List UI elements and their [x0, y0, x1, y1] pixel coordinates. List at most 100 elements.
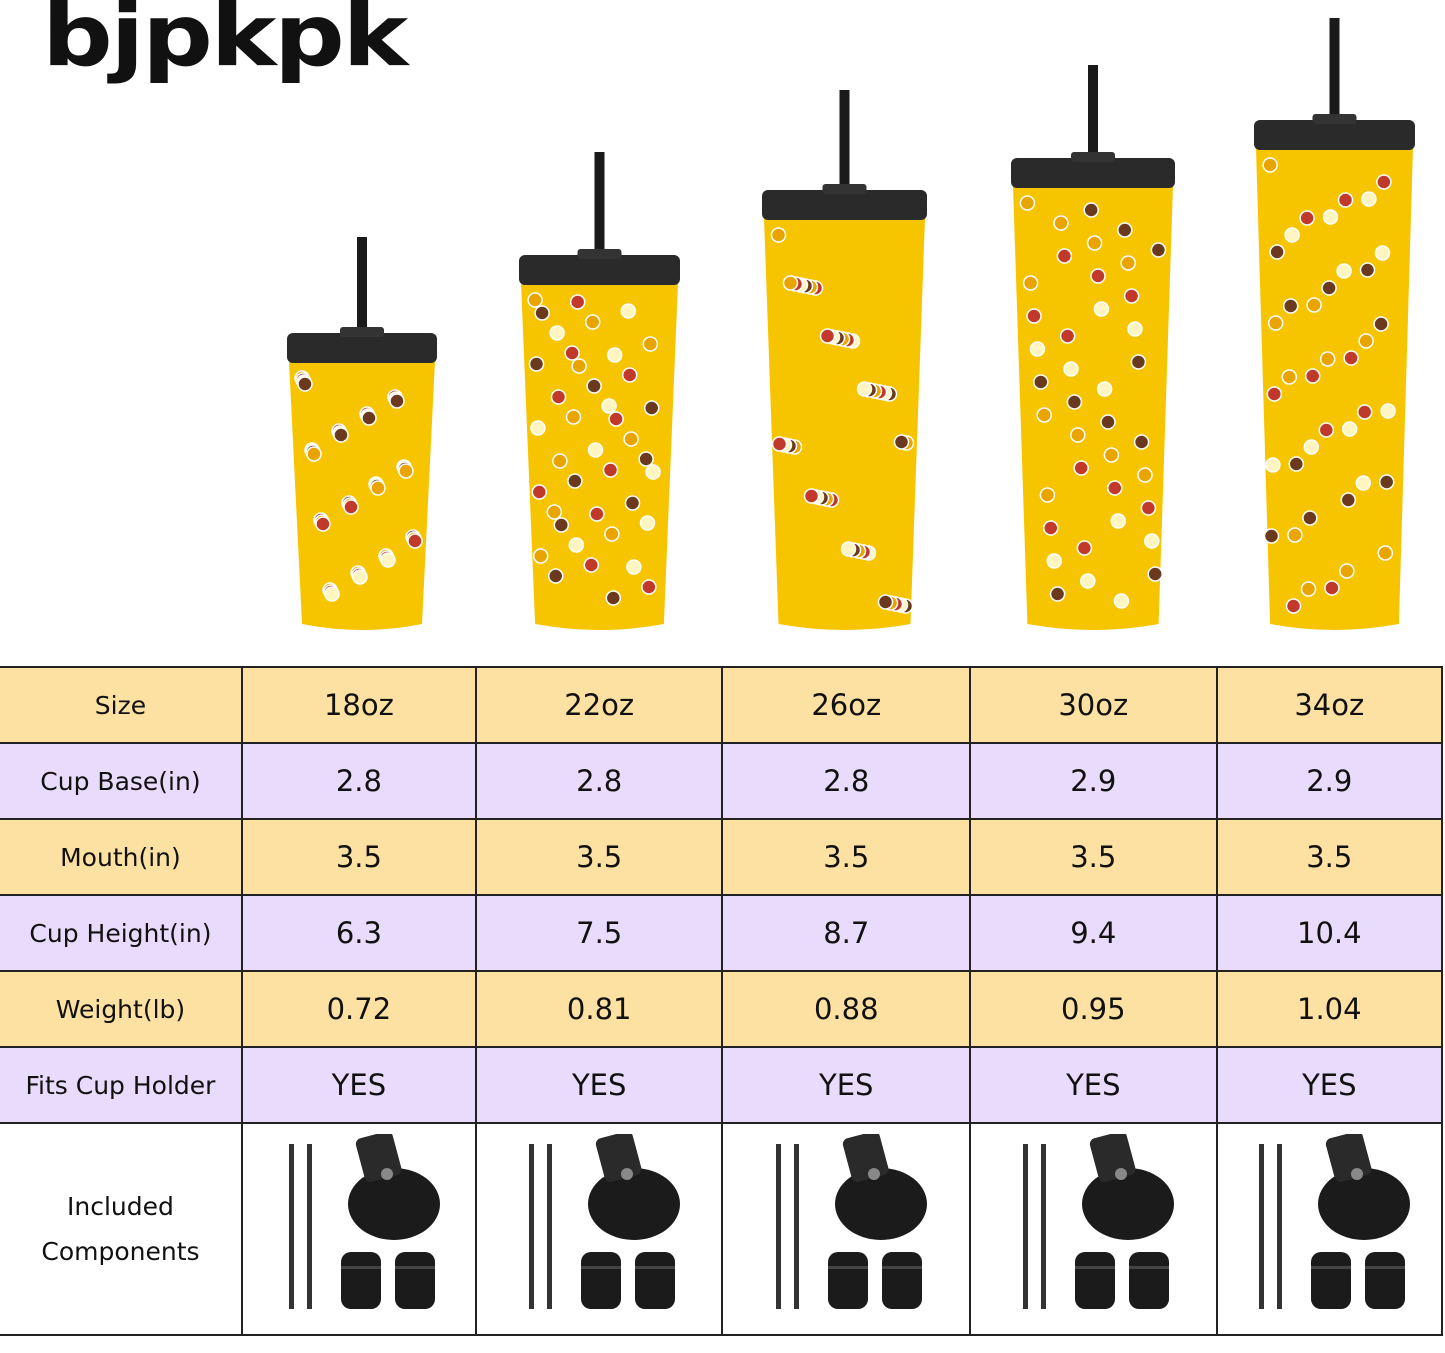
emoji-print: [1073, 460, 1089, 476]
emoji-print: [1267, 315, 1284, 331]
emoji-print: [343, 499, 359, 515]
table-row: Size 18oz 22oz 26oz 30oz 34oz: [0, 666, 1444, 744]
emoji-print: [1302, 510, 1318, 526]
emoji-print: [771, 436, 788, 452]
row-label: Included Components: [0, 1122, 243, 1336]
components-22oz: [474, 1122, 724, 1336]
emoji-print: [1070, 427, 1086, 443]
emoji-print: [552, 453, 568, 469]
straw-plug-icon: [882, 1252, 923, 1309]
straw-plug-icon: [581, 1252, 622, 1309]
emoji-print: [527, 292, 543, 308]
emoji-print: [856, 381, 873, 397]
emoji-print: [589, 506, 605, 522]
cell-18oz: 18oz: [240, 666, 477, 744]
emoji-print: [1123, 288, 1140, 304]
emoji-print: [893, 434, 910, 450]
emoji-print: [606, 347, 623, 363]
emoji-print: [1137, 467, 1153, 483]
label-line: Included: [67, 1192, 174, 1221]
emoji-print: [1341, 421, 1358, 437]
cup-body: [1013, 186, 1173, 630]
emoji-print: [569, 294, 586, 310]
lid-flip: [340, 327, 384, 337]
emoji-print: [1288, 456, 1305, 472]
emoji-print: [620, 303, 637, 319]
cell-26oz: 26oz: [721, 666, 972, 744]
cell-18oz: 2.8: [240, 742, 477, 820]
emoji-print: [1266, 386, 1283, 402]
row-label: Weight(lb): [0, 970, 243, 1048]
lid: [519, 255, 680, 285]
emoji-print: [1026, 308, 1042, 324]
emoji-print: [532, 548, 549, 564]
emoji-print: [530, 420, 546, 436]
emoji-print: [770, 227, 787, 243]
emoji-print: [370, 480, 386, 496]
emoji-print: [1265, 457, 1281, 473]
emoji-print: [782, 275, 799, 291]
emoji-print: [1287, 527, 1303, 543]
straw-icon: [529, 1144, 535, 1309]
emoji-print: [547, 568, 564, 584]
emoji-print: [1378, 474, 1395, 490]
emoji-print: [1377, 545, 1394, 561]
emoji-print: [534, 305, 550, 321]
emoji-print: [1127, 321, 1143, 337]
cell-34oz: 10.4: [1215, 894, 1444, 972]
emoji-print: [1133, 434, 1150, 450]
cell-22oz: YES: [474, 1046, 724, 1124]
emoji-print: [352, 569, 368, 585]
straw-icon: [1259, 1144, 1265, 1309]
straw-icon: [1023, 1144, 1029, 1309]
emoji-print: [638, 451, 654, 467]
lid-flip: [822, 184, 867, 194]
emoji-print: [1019, 195, 1036, 211]
emoji-print: [1117, 222, 1133, 238]
emoji-print: [642, 336, 659, 352]
emoji-print: [1086, 235, 1103, 251]
components-30oz: [969, 1122, 1218, 1336]
emoji-print: [1282, 298, 1299, 314]
emoji-print: [604, 526, 620, 542]
cell-30oz: 3.5: [969, 818, 1218, 896]
emoji-print: [1373, 316, 1389, 332]
table-row: Fits Cup Holder YES YES YES YES YES: [0, 1046, 1444, 1124]
row-label: Cup Base(in): [0, 742, 243, 820]
table-row: Cup Base(in) 2.8 2.8 2.8 2.9 2.9: [0, 742, 1444, 820]
tumbler-18oz: [287, 237, 437, 630]
emoji-print: [1359, 262, 1376, 278]
cell-34oz: YES: [1215, 1046, 1444, 1124]
emoji-print: [398, 463, 414, 479]
emoji-print: [1380, 403, 1396, 419]
emoji-print: [1107, 480, 1123, 496]
emoji-print: [306, 446, 322, 462]
cell-22oz: 0.81: [474, 970, 724, 1048]
emoji-print: [1150, 242, 1167, 258]
lid: [762, 190, 927, 220]
cell-34oz: 2.9: [1215, 742, 1444, 820]
emoji-print: [571, 358, 587, 374]
straw-plug-icon: [1365, 1252, 1406, 1309]
emoji-print: [550, 389, 567, 405]
tumbler-34oz: [1254, 18, 1415, 630]
flip-lid-icon: [835, 1134, 928, 1240]
emoji-print: [605, 590, 622, 606]
emoji-print: [1043, 520, 1059, 536]
emoji-print: [1322, 209, 1339, 225]
emoji-print: [1076, 540, 1093, 556]
emoji-print: [1039, 487, 1056, 503]
emoji-print: [1300, 581, 1317, 597]
emoji-print: [553, 517, 570, 533]
emoji-print: [1319, 351, 1336, 367]
emoji-print: [1120, 255, 1136, 271]
cell-34oz: 3.5: [1215, 818, 1444, 896]
emoji-print: [1284, 227, 1300, 243]
emoji-print: [626, 559, 642, 575]
emoji-print: [601, 398, 617, 414]
cell-18oz: 6.3: [240, 894, 477, 972]
emoji-print: [407, 533, 423, 549]
emoji-print: [333, 427, 349, 443]
straw: [839, 90, 850, 195]
emoji-print: [1336, 263, 1352, 279]
